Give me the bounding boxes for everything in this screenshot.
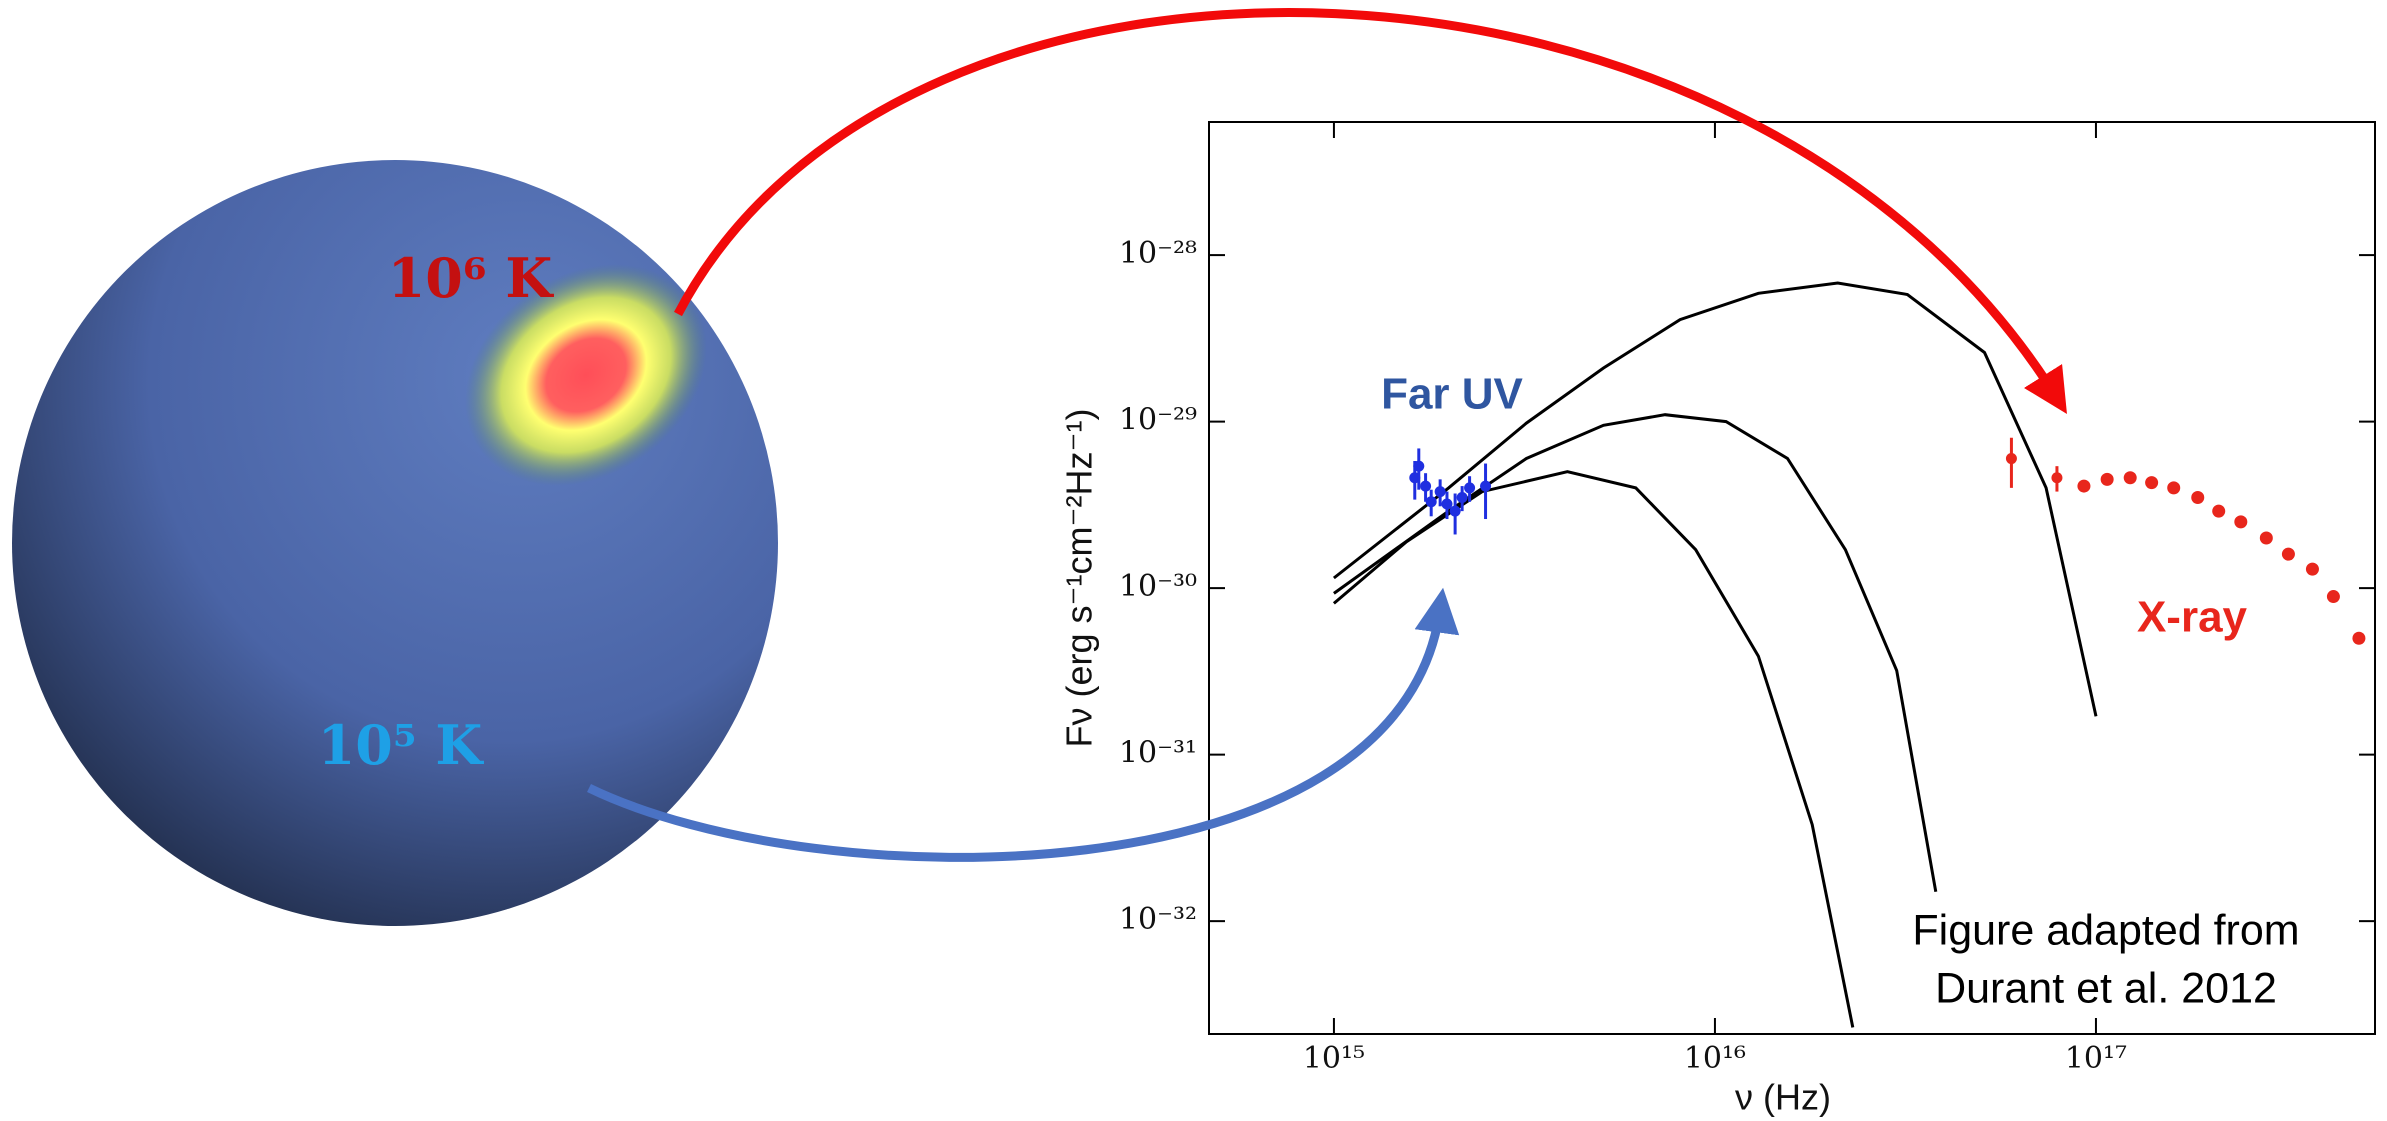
x-tick-label: 10¹⁷ xyxy=(2065,1041,2127,1076)
data-point xyxy=(1464,482,1475,493)
data-point xyxy=(2051,472,2062,483)
data-point xyxy=(2124,471,2137,484)
y-axis-label: Fν (erg s⁻¹cm⁻²Hz⁻¹) xyxy=(1059,409,1100,748)
credit-line: Durant et al. 2012 xyxy=(1935,964,2277,1012)
data-point xyxy=(2260,531,2273,544)
data-point xyxy=(2167,481,2180,494)
data-point xyxy=(2101,473,2114,486)
data-point xyxy=(1435,486,1446,497)
credit-line: Figure adapted from xyxy=(1912,906,2299,954)
data-point xyxy=(2145,476,2158,489)
plot-frame xyxy=(1209,122,2375,1034)
y-tick-label: 10⁻²⁹ xyxy=(1119,403,1197,438)
surface-label: 10⁵ K xyxy=(318,713,485,777)
y-tick-label: 10⁻³⁰ xyxy=(1119,569,1197,604)
y-tick-label: 10⁻²⁸ xyxy=(1119,236,1197,271)
data-point xyxy=(2006,453,2017,464)
x-axis-label: ν (Hz) xyxy=(1735,1077,1831,1118)
data-point xyxy=(1426,496,1437,507)
far-uv-label: Far UV xyxy=(1381,370,1523,419)
data-point xyxy=(2077,480,2090,493)
x-ray-arrow xyxy=(678,13,2055,395)
data-point xyxy=(1413,461,1424,472)
data-point xyxy=(2191,491,2204,504)
x-tick-label: 10¹⁵ xyxy=(1303,1041,1365,1076)
data-point xyxy=(2282,548,2295,561)
data-point xyxy=(1457,492,1468,503)
x-ray-label: X-ray xyxy=(2137,593,2248,642)
data-point xyxy=(2212,505,2225,518)
hot-spot-label: 10⁶ K xyxy=(388,246,555,310)
data-point xyxy=(2234,515,2247,528)
data-point xyxy=(1480,481,1491,492)
data-point xyxy=(2327,590,2340,603)
data-point xyxy=(2352,632,2365,645)
y-tick-label: 10⁻³² xyxy=(1119,902,1197,937)
y-tick-label: 10⁻³¹ xyxy=(1119,736,1197,771)
figure: 10⁶ K 10⁵ K 10¹⁵ 10¹⁶ 10¹⁷ 10⁻³² 10⁻³¹ 10⁻³⁰ 1… xyxy=(0,0,2387,1121)
model-curve xyxy=(1334,472,1853,1028)
x-tick-label: 10¹⁶ xyxy=(1684,1041,1746,1076)
data-point xyxy=(2306,563,2319,576)
data-point xyxy=(1420,481,1431,492)
data-point xyxy=(1450,506,1461,517)
